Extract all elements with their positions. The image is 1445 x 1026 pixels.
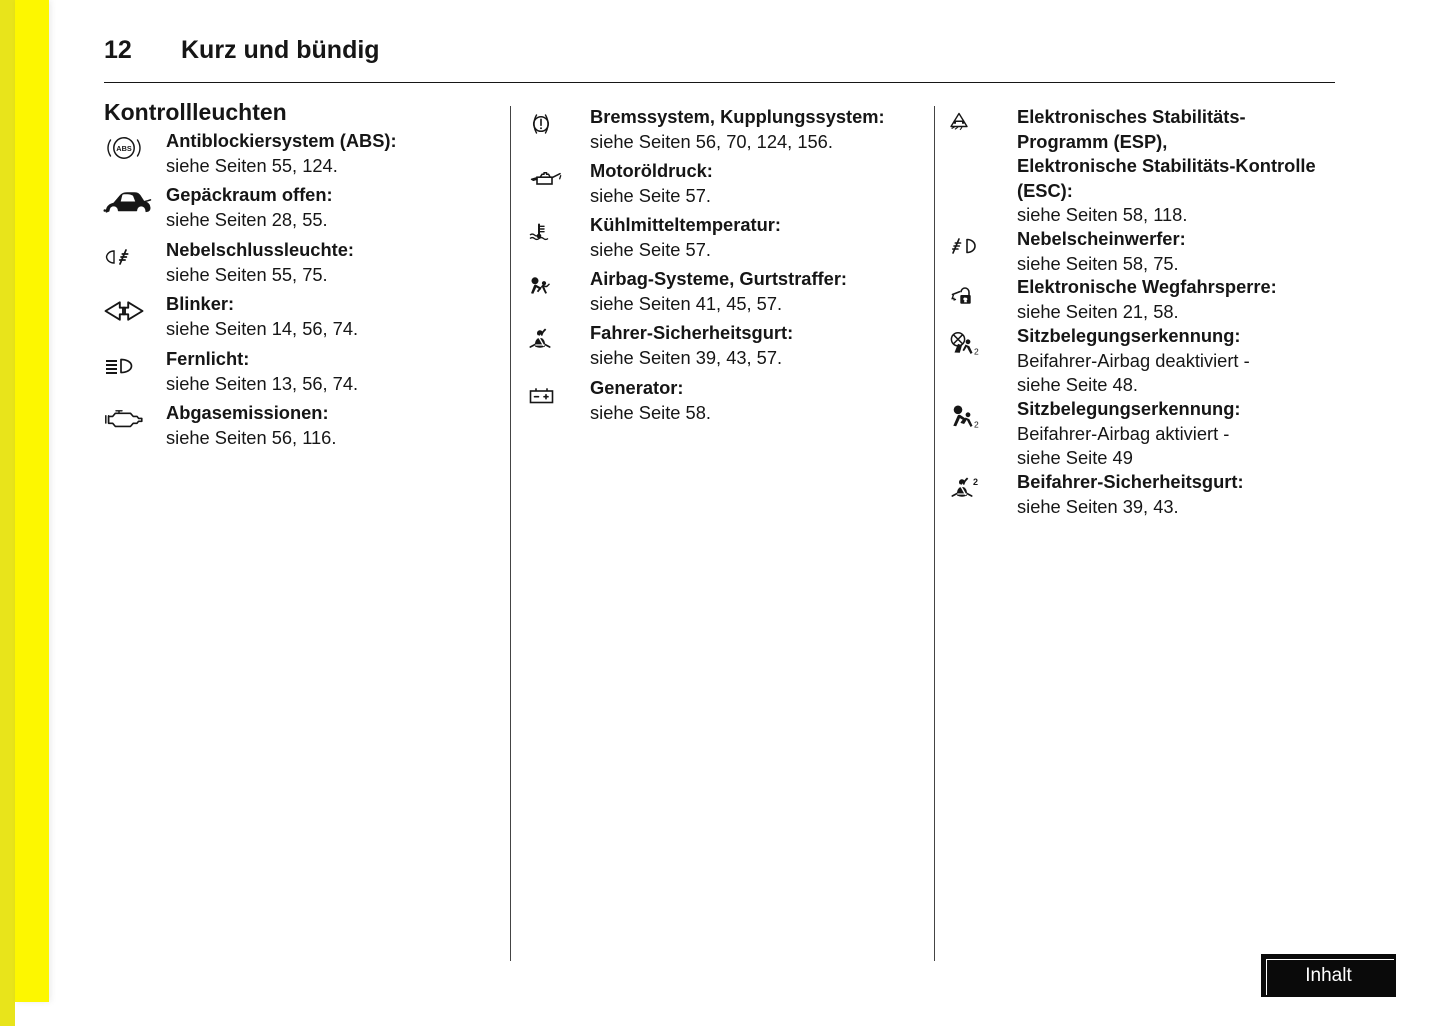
svg-text:2: 2 xyxy=(973,477,978,487)
svg-text:2: 2 xyxy=(974,420,979,430)
svg-text:ABS: ABS xyxy=(116,144,132,153)
svg-text:2: 2 xyxy=(974,347,979,357)
